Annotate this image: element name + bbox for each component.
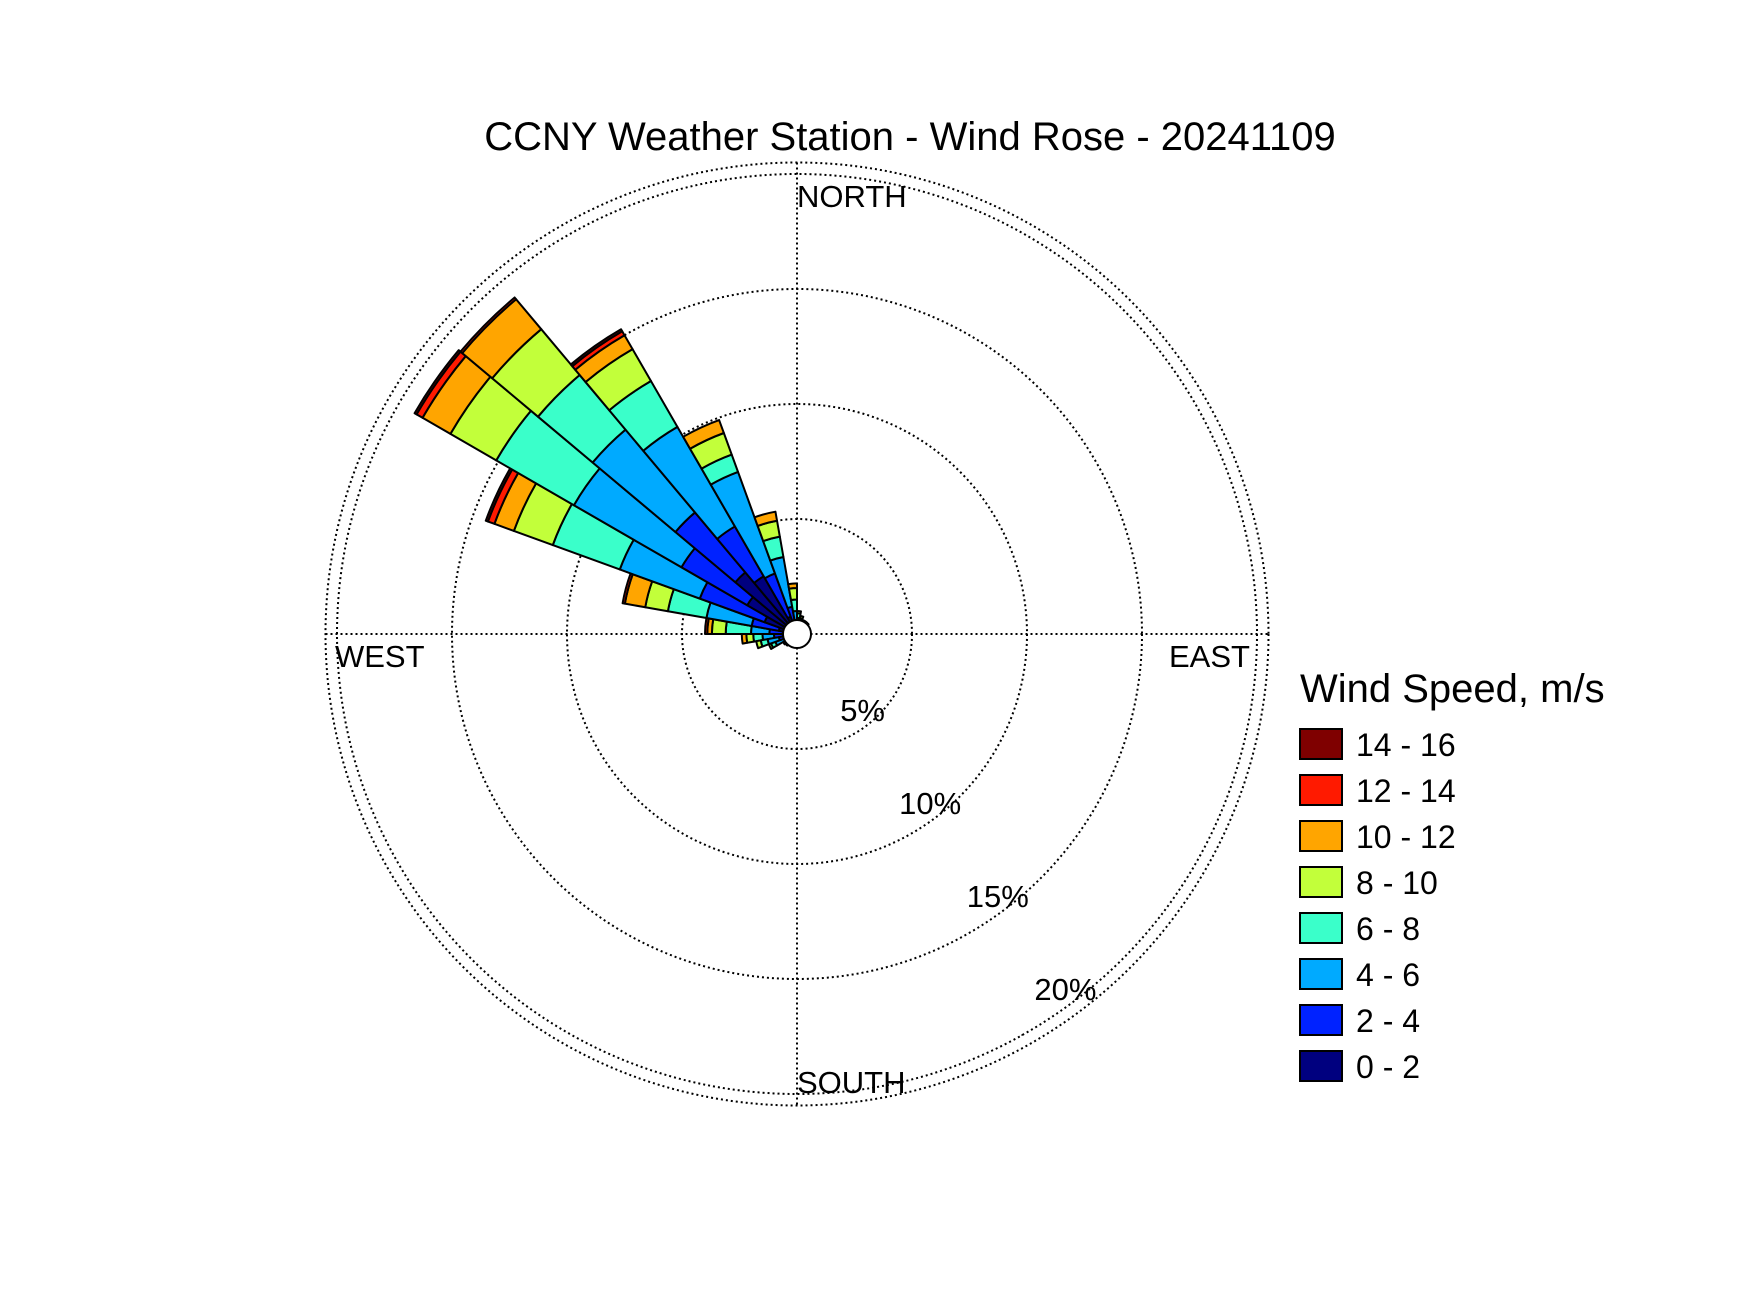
- legend-label-4: 6 - 8: [1356, 911, 1420, 947]
- legend-items: 14 - 16 12 - 14 10 - 12 8 - 10 6 - 8 4 - 6 2 -…: [1299, 727, 1456, 1085]
- legend-label-1: 12 - 14: [1356, 773, 1456, 809]
- direction-label-east: EAST: [1169, 639, 1250, 674]
- direction-label-south: SOUTH: [797, 1065, 906, 1100]
- wind-sectors: [413, 296, 812, 650]
- sector-335-bin-5: [682, 419, 725, 450]
- sector-15-bin-4: [798, 614, 805, 620]
- direction-label-west: WEST: [335, 639, 425, 674]
- sector-315-bin-6: [459, 296, 518, 355]
- legend-swatch-2: [1299, 820, 1343, 852]
- chart-title: CCNY Weather Station - Wind Rose - 20241…: [484, 115, 1336, 159]
- direction-label-north: NORTH: [797, 179, 907, 214]
- ring-label-5: 5%: [840, 693, 885, 728]
- sector-255-bin-4: [755, 639, 764, 650]
- legend-label-5: 4 - 6: [1356, 957, 1420, 993]
- ring-label-10: 10%: [899, 786, 961, 821]
- sector-345-bin-5: [753, 510, 779, 527]
- sector-5-bin-4: [796, 609, 802, 615]
- sector-305-bin-7: [413, 349, 462, 416]
- legend-swatch-7: [1299, 1050, 1343, 1082]
- legend-label-6: 2 - 4: [1356, 1003, 1420, 1039]
- sector-265-bin-5: [740, 633, 749, 645]
- ring-label-20: 20%: [1034, 972, 1096, 1007]
- sector-325-bin-7: [569, 328, 624, 368]
- legend: Wind Speed, m/s 14 - 16 12 - 14 10 - 12 8 -…: [1299, 667, 1605, 1085]
- legend-swatch-4: [1299, 912, 1343, 944]
- sector-355-bin-4: [788, 587, 798, 602]
- sector-355-bin-3: [790, 598, 798, 613]
- legend-swatch-6: [1299, 1004, 1343, 1036]
- legend-swatch-1: [1299, 774, 1343, 806]
- legend-swatch-3: [1299, 866, 1343, 898]
- sector-275-bin-6: [704, 617, 710, 635]
- legend-title: Wind Speed, m/s: [1300, 667, 1605, 711]
- legend-swatch-0: [1299, 728, 1343, 760]
- sector-355-bin-5: [787, 582, 798, 590]
- legend-label-2: 10 - 12: [1356, 819, 1456, 855]
- legend-label-7: 0 - 2: [1356, 1049, 1420, 1085]
- ring-labels: 5% 10% 15% 20%: [840, 693, 1096, 1007]
- ring-label-15: 15%: [967, 879, 1029, 914]
- legend-swatch-5: [1299, 958, 1343, 990]
- legend-label-3: 8 - 10: [1356, 865, 1438, 901]
- center-hole: [782, 619, 812, 649]
- legend-label-0: 14 - 16: [1356, 727, 1456, 763]
